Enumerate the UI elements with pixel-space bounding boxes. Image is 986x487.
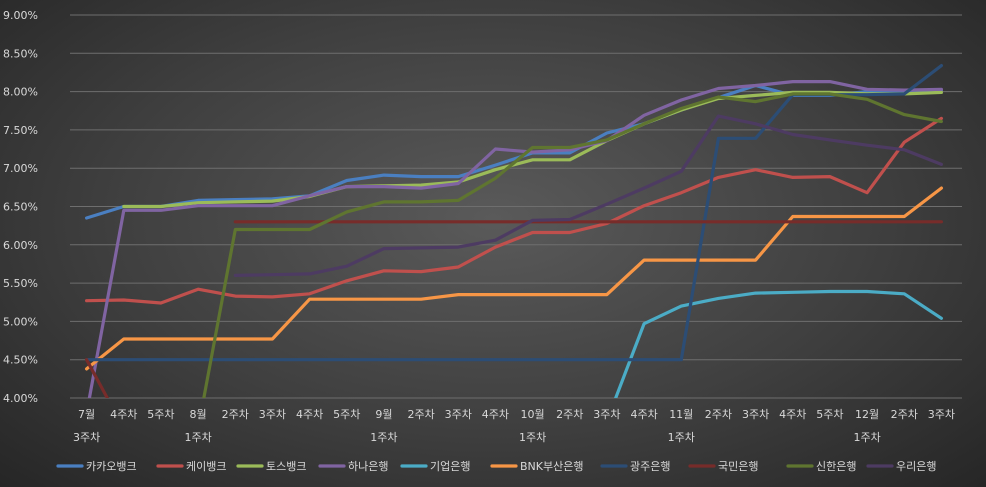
y-tick-label: 5.00% bbox=[3, 315, 38, 328]
y-tick-label: 4.50% bbox=[3, 354, 38, 367]
x-tick-label: 3주차 bbox=[593, 408, 620, 421]
x-tick-label-line2: 1주차 bbox=[853, 431, 880, 444]
x-tick-label: 10월 bbox=[521, 408, 545, 421]
series-line-신한은행 bbox=[202, 92, 943, 398]
x-tick-label: 4주차 bbox=[296, 408, 323, 421]
y-axis-ticks: 4.00% 4.50% 5.00% 5.50% 6.00% 6.50% 7.00% 7.50%… bbox=[3, 9, 38, 405]
series-line-기업은행 bbox=[613, 289, 943, 398]
x-tick-label: 3주차 bbox=[259, 408, 286, 421]
legend-label: BNK부산은행 bbox=[520, 460, 583, 473]
x-tick-label: 3주차 bbox=[928, 408, 955, 421]
series-line-케이뱅크 bbox=[85, 116, 943, 305]
x-tick-label-line2: 1주차 bbox=[370, 431, 397, 444]
legend-label: 하나은행 bbox=[348, 459, 388, 473]
legend-label: 카카오뱅크 bbox=[86, 460, 137, 473]
x-tick-label: 7월 bbox=[78, 408, 95, 421]
legend-label: 국민은행 bbox=[718, 460, 758, 473]
y-tick-label: 7.50% bbox=[3, 124, 38, 137]
series-lines bbox=[85, 63, 943, 398]
x-tick-label: 5주차 bbox=[816, 408, 843, 421]
legend-label: 토스뱅크 bbox=[266, 460, 306, 473]
legend-label: 우리은행 bbox=[896, 460, 936, 473]
legend-label: 광주은행 bbox=[630, 460, 670, 473]
x-tick-label: 3주차 bbox=[445, 408, 472, 421]
x-tick-label: 4주차 bbox=[779, 408, 806, 421]
y-tick-label: 4.00% bbox=[3, 392, 38, 405]
x-tick-label-line2: 1주차 bbox=[668, 431, 695, 444]
legend-label: 신한은행 bbox=[816, 460, 856, 473]
y-tick-label: 8.00% bbox=[3, 86, 38, 99]
x-tick-label: 2주차 bbox=[891, 408, 918, 421]
x-tick-label: 9월 bbox=[375, 408, 392, 421]
x-axis-ticks: 7월 3주차 4주차 5주차 8월 1주차 2주차 3주차 4주차 5주차 9월 1주차 2주차 3주차 4… bbox=[73, 408, 955, 444]
x-tick-label: 8월 bbox=[190, 408, 207, 421]
x-tick-label: 4주차 bbox=[110, 408, 137, 421]
x-tick-label: 3주차 bbox=[742, 408, 769, 421]
x-tick-label: 4주차 bbox=[630, 408, 657, 421]
x-tick-label: 12월 bbox=[855, 408, 879, 421]
x-tick-label: 2주차 bbox=[556, 408, 583, 421]
series-line-광주은행 bbox=[85, 63, 943, 362]
x-tick-label: 4주차 bbox=[482, 408, 509, 421]
x-tick-label-line2: 1주차 bbox=[184, 431, 211, 444]
x-tick-label: 11월 bbox=[669, 408, 693, 421]
x-tick-label-line2: 1주차 bbox=[519, 431, 546, 444]
x-tick-label: 5주차 bbox=[333, 408, 360, 421]
legend-label: 케이뱅크 bbox=[186, 460, 226, 473]
x-tick-label: 5주차 bbox=[147, 408, 174, 421]
y-tick-label: 6.50% bbox=[3, 201, 38, 214]
series-line-국민은행 bbox=[85, 220, 943, 398]
x-tick-label: 2주차 bbox=[705, 408, 732, 421]
series-line-하나은행 bbox=[87, 80, 943, 398]
x-tick-label-line2: 3주차 bbox=[73, 431, 100, 444]
y-tick-label: 7.00% bbox=[3, 162, 38, 175]
x-tick-label: 2주차 bbox=[222, 408, 249, 421]
y-tick-label: 6.00% bbox=[3, 239, 38, 252]
legend-label: 기업은행 bbox=[430, 460, 470, 473]
y-tick-label: 5.50% bbox=[3, 277, 38, 290]
legend: 카카오뱅크 케이뱅크 토스뱅크 하나은행 기업은행 BNK부산은행 광주은행 국민은행 신한은행… bbox=[56, 459, 936, 473]
series-line-BNK부산은행 bbox=[85, 186, 943, 371]
x-tick-label: 2주차 bbox=[407, 408, 434, 421]
series-line-우리은행 bbox=[233, 114, 943, 277]
y-tick-label: 9.00% bbox=[3, 9, 38, 22]
y-tick-label: 8.50% bbox=[3, 47, 38, 60]
